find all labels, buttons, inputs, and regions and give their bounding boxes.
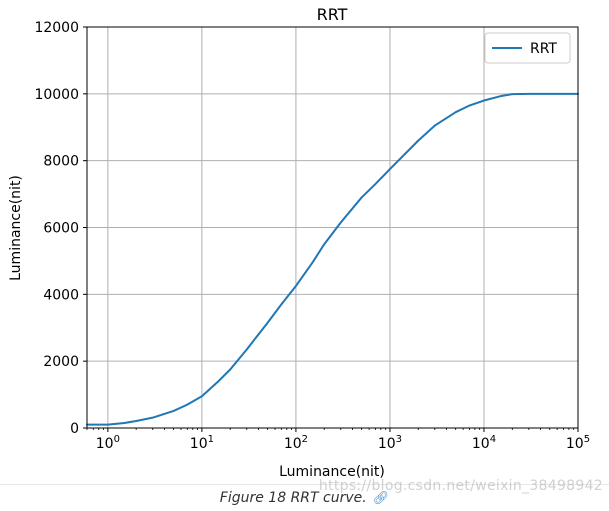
plot-frame — [86, 26, 579, 429]
x-axis-label: Luminance(nit) — [279, 464, 385, 480]
link-icon[interactable]: 🔗︎ — [372, 491, 390, 506]
y-tick-label: 10000 — [34, 87, 79, 103]
y-tick-label: 4000 — [43, 287, 79, 303]
y-tick-label: 12000 — [34, 20, 79, 36]
y-axis-label: Luminance(nit) — [8, 175, 24, 281]
grid — [87, 26, 579, 429]
y-tick-label: 0 — [70, 421, 79, 437]
series-layer — [86, 92, 579, 426]
tick-labels: 100 101 102 103 104 105 0 2000 4000 6000 8000 10000… — [34, 20, 590, 452]
legend-box — [484, 32, 571, 64]
x-tick-label: 104 — [472, 434, 496, 452]
axes — [83, 26, 579, 432]
series-line-rrt — [86, 92, 579, 426]
x-tick-label: 105 — [566, 434, 590, 452]
watermark: https://blog.csdn.net/weixin_38498942 — [318, 478, 603, 494]
chart-panel: 100 101 102 103 104 105 0 2000 4000 6000 8000 10000… — [0, 5, 609, 485]
rrt-chart: 100 101 102 103 104 105 0 2000 4000 6000 8000 10000… — [8, 5, 590, 480]
x-tick-label: 103 — [378, 434, 402, 452]
x-tick-label: 100 — [96, 434, 120, 452]
figure-caption: Figure 18 RRT curve. 🔗︎ — [0, 486, 609, 510]
caption-text: Figure 18 RRT curve. — [219, 490, 367, 506]
legend-label-rrt: RRT — [530, 41, 557, 57]
y-tick-label: 6000 — [43, 221, 79, 237]
y-tick-label: 2000 — [43, 354, 79, 370]
chart-title: RRT — [317, 5, 348, 24]
x-tick-label: 102 — [284, 434, 308, 452]
x-tick-label: 101 — [190, 434, 214, 452]
legend: RRT — [484, 32, 571, 64]
y-tick-label: 8000 — [43, 154, 79, 170]
